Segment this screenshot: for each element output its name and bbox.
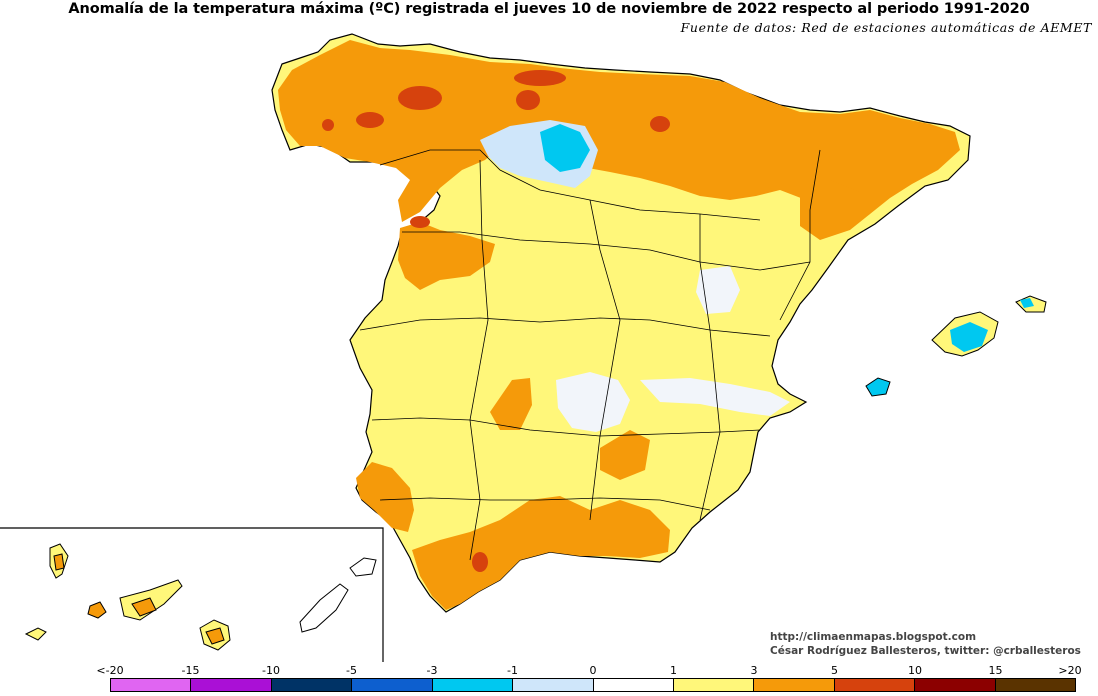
legend-color-bar xyxy=(110,678,1077,692)
legend-swatch xyxy=(593,678,674,692)
legend-tick: 5 xyxy=(831,664,838,677)
legend-tick: 1 xyxy=(670,664,677,677)
blog-credit: http://climaenmapas.blogspot.com xyxy=(770,631,977,643)
south-anomaly-zone xyxy=(412,496,670,610)
author-credit: César Rodríguez Ballesteros, twitter: @c… xyxy=(770,645,1081,657)
legend-tick: 3 xyxy=(750,664,758,677)
legend-tick: -1 xyxy=(507,664,518,677)
ibiza xyxy=(865,377,891,397)
legend-swatch xyxy=(110,678,192,692)
cuenca-cool-zone xyxy=(696,266,740,314)
legend-tick: 10 xyxy=(908,664,922,677)
color-legend: <-20 -15 -10 -5 -3 -1 0 1 3 5 10 15 >20 xyxy=(96,664,1082,692)
canary-inset-frame xyxy=(0,527,384,662)
province-borders xyxy=(359,149,821,561)
legend-tick: -15 xyxy=(181,664,200,677)
legend-tick: 0 xyxy=(589,664,597,677)
legend-tick: >20 xyxy=(1058,664,1082,677)
legend-swatch xyxy=(271,678,353,692)
hot-spots xyxy=(322,70,670,572)
legend-tick: 15 xyxy=(988,664,1003,677)
legend-swatch xyxy=(191,678,272,692)
southwest-anomaly-zone xyxy=(356,462,414,532)
map-title: Anomalía de la temperatura máxima (ºC) r… xyxy=(68,1,1030,17)
legend-swatch xyxy=(352,678,433,692)
legend-swatch xyxy=(432,678,514,692)
legend-swatch xyxy=(995,678,1077,692)
legend-swatch xyxy=(834,678,916,692)
legend-tick: -3 xyxy=(426,664,438,677)
legend-swatch xyxy=(673,678,755,692)
burgos-cold-core xyxy=(540,124,590,172)
menorca-cool-core xyxy=(1020,298,1034,308)
north-anomaly-zone xyxy=(278,40,960,224)
canary-islands xyxy=(24,543,377,651)
legend-tick: -10 xyxy=(262,664,280,677)
east-anomaly-patch xyxy=(600,430,650,480)
legend-swatch xyxy=(513,678,594,692)
legend-tick: -5 xyxy=(346,664,357,677)
la-mancha-cool-zone xyxy=(556,372,630,432)
legend-tick: <-20 xyxy=(96,664,124,677)
central-anomaly-patch xyxy=(490,378,532,430)
mallorca-cold-core xyxy=(950,322,988,352)
valencia-cool-zone xyxy=(640,378,790,416)
west-anomaly-zone xyxy=(398,222,495,290)
data-source: Fuente de datos: Red de estaciones autom… xyxy=(680,20,1092,35)
legend-swatch xyxy=(754,678,835,692)
ebro-anomaly-patch xyxy=(800,180,870,240)
legend-swatch xyxy=(915,678,996,692)
